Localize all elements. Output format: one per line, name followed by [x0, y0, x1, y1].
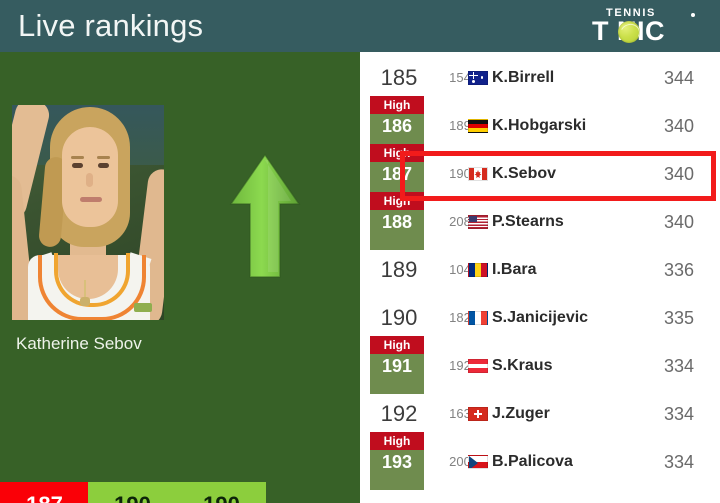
player-name-cell[interactable]: S.Kraus	[492, 357, 553, 374]
player-name: Katherine Sebov	[16, 334, 142, 353]
flag-switzerland-icon	[468, 407, 488, 421]
tennis-tonic-logo[interactable]: TENNIS T NIC	[592, 6, 704, 48]
stat-actual-value: 190	[88, 493, 177, 503]
player-name-cell[interactable]: K.Birrell	[492, 69, 555, 86]
rank-value: 187	[381, 164, 413, 184]
live-rank-box	[0, 482, 88, 503]
player-photo	[12, 105, 164, 320]
rank-cell: High 193	[368, 432, 430, 490]
rank-value: 190	[380, 305, 418, 330]
high-badge: High	[370, 192, 424, 210]
previous-rank: 189	[449, 118, 471, 133]
player-name-cell[interactable]: S.Janicijevic	[492, 309, 589, 326]
table-row[interactable]: 185 154 K.Birrell 344	[360, 54, 720, 102]
flag-czechia-icon	[468, 455, 488, 469]
table-row[interactable]: High 188 208 P.Stearns 340	[360, 192, 720, 250]
career-high-marker: High 188	[370, 192, 424, 250]
table-row[interactable]: High 191 192 S.Kraus 334	[360, 336, 720, 394]
player-name-cell[interactable]: K.Sebov	[492, 165, 557, 182]
tennis-ball-icon	[618, 21, 640, 43]
player-name-cell[interactable]: B.Palicova	[492, 453, 573, 470]
flag-usa-icon	[468, 215, 488, 229]
previous-rank: 208	[449, 214, 471, 229]
rank-cell: 192	[368, 390, 430, 438]
rank-cell: High 191	[368, 336, 430, 394]
player-panel: Katherine Sebov 187 Live 190 Actual 190 …	[0, 52, 360, 503]
player-name-cell[interactable]: K.Hobgarski	[492, 117, 587, 134]
rank-value: 191	[381, 356, 413, 376]
points-cell: 340	[663, 212, 694, 232]
rank-value: 192	[380, 401, 418, 426]
stat-actual: 190 Actual	[88, 482, 177, 503]
rank-cell: High 188	[368, 192, 430, 250]
points-cell: 334	[663, 452, 694, 472]
logo-dot-icon	[691, 13, 695, 17]
points-cell: 340	[663, 164, 694, 184]
rank-cell: High 187	[368, 144, 430, 202]
previous-rank: 104	[449, 262, 471, 277]
rank-value: 193	[381, 452, 413, 472]
rank-cell: 185	[368, 54, 430, 102]
previous-rank: 192	[449, 358, 471, 373]
high-badge: High	[370, 96, 424, 114]
stat-ytd: 190 YTD	[177, 482, 266, 503]
previous-rank: 154	[449, 70, 471, 85]
previous-rank: 182	[449, 310, 471, 325]
table-row[interactable]: High 186 189 K.Hobgarski 340	[360, 96, 720, 154]
app-header: Live rankings TENNIS T NIC	[0, 0, 720, 52]
table-row[interactable]: 189 104 I.Bara 336	[360, 246, 720, 294]
flag-australia-icon	[468, 71, 488, 85]
rankings-list[interactable]: 185 154 K.Birrell 344 High 186 189 K.Hobgarski 3…	[360, 52, 720, 503]
player-name-cell[interactable]: P.Stearns	[492, 213, 564, 230]
rank-cell: High 186	[368, 96, 430, 154]
player-name-cell[interactable]: J.Zuger	[492, 405, 550, 422]
points-cell: 334	[663, 404, 694, 424]
rank-value: 189	[380, 257, 418, 282]
rank-value: 185	[380, 65, 418, 90]
points-cell: 335	[663, 308, 694, 328]
table-row[interactable]: 192 163 J.Zuger 334	[360, 390, 720, 438]
player-name-cell[interactable]: I.Bara	[492, 261, 537, 278]
page-title: Live rankings	[18, 8, 204, 43]
high-badge: High	[370, 432, 424, 450]
points-cell: 336	[663, 260, 694, 280]
rank-cell: 189	[368, 246, 430, 294]
flag-germany-icon	[468, 119, 488, 133]
rank-cell: 190	[368, 294, 430, 342]
stat-live: 187 Live	[0, 482, 89, 503]
flag-austria-icon	[468, 359, 488, 373]
stat-live-value: 187	[0, 493, 89, 503]
career-high-marker: High 193	[370, 432, 424, 490]
high-badge: High	[370, 336, 424, 354]
rank-value: 188	[381, 212, 413, 232]
rank-value: 186	[381, 116, 413, 136]
flag-france-icon	[468, 311, 488, 325]
points-cell: 340	[663, 116, 694, 136]
previous-rank: 200	[449, 454, 471, 469]
table-row[interactable]: 190 182 S.Janicijevic 335	[360, 294, 720, 342]
flag-romania-icon	[468, 263, 488, 277]
previous-rank: 190	[449, 166, 471, 181]
points-cell: 344	[663, 68, 694, 88]
previous-rank: 163	[449, 406, 471, 421]
actual-ytd-box	[88, 482, 266, 503]
career-high-marker: High 191	[370, 336, 424, 394]
ranking-stats-bar: 187 Live 190 Actual 190 YTD	[0, 482, 266, 503]
trend-up-arrow-icon	[228, 152, 302, 280]
stat-ytd-value: 190	[177, 493, 266, 503]
flag-canada-icon	[468, 167, 488, 181]
logo-top-text: TENNIS	[606, 7, 656, 19]
table-row[interactable]: High 193 200 B.Palicova 334	[360, 432, 720, 490]
high-badge: High	[370, 144, 424, 162]
points-cell: 334	[663, 356, 694, 376]
table-row[interactable]: High 187 190 K.Sebov 340	[360, 144, 720, 202]
